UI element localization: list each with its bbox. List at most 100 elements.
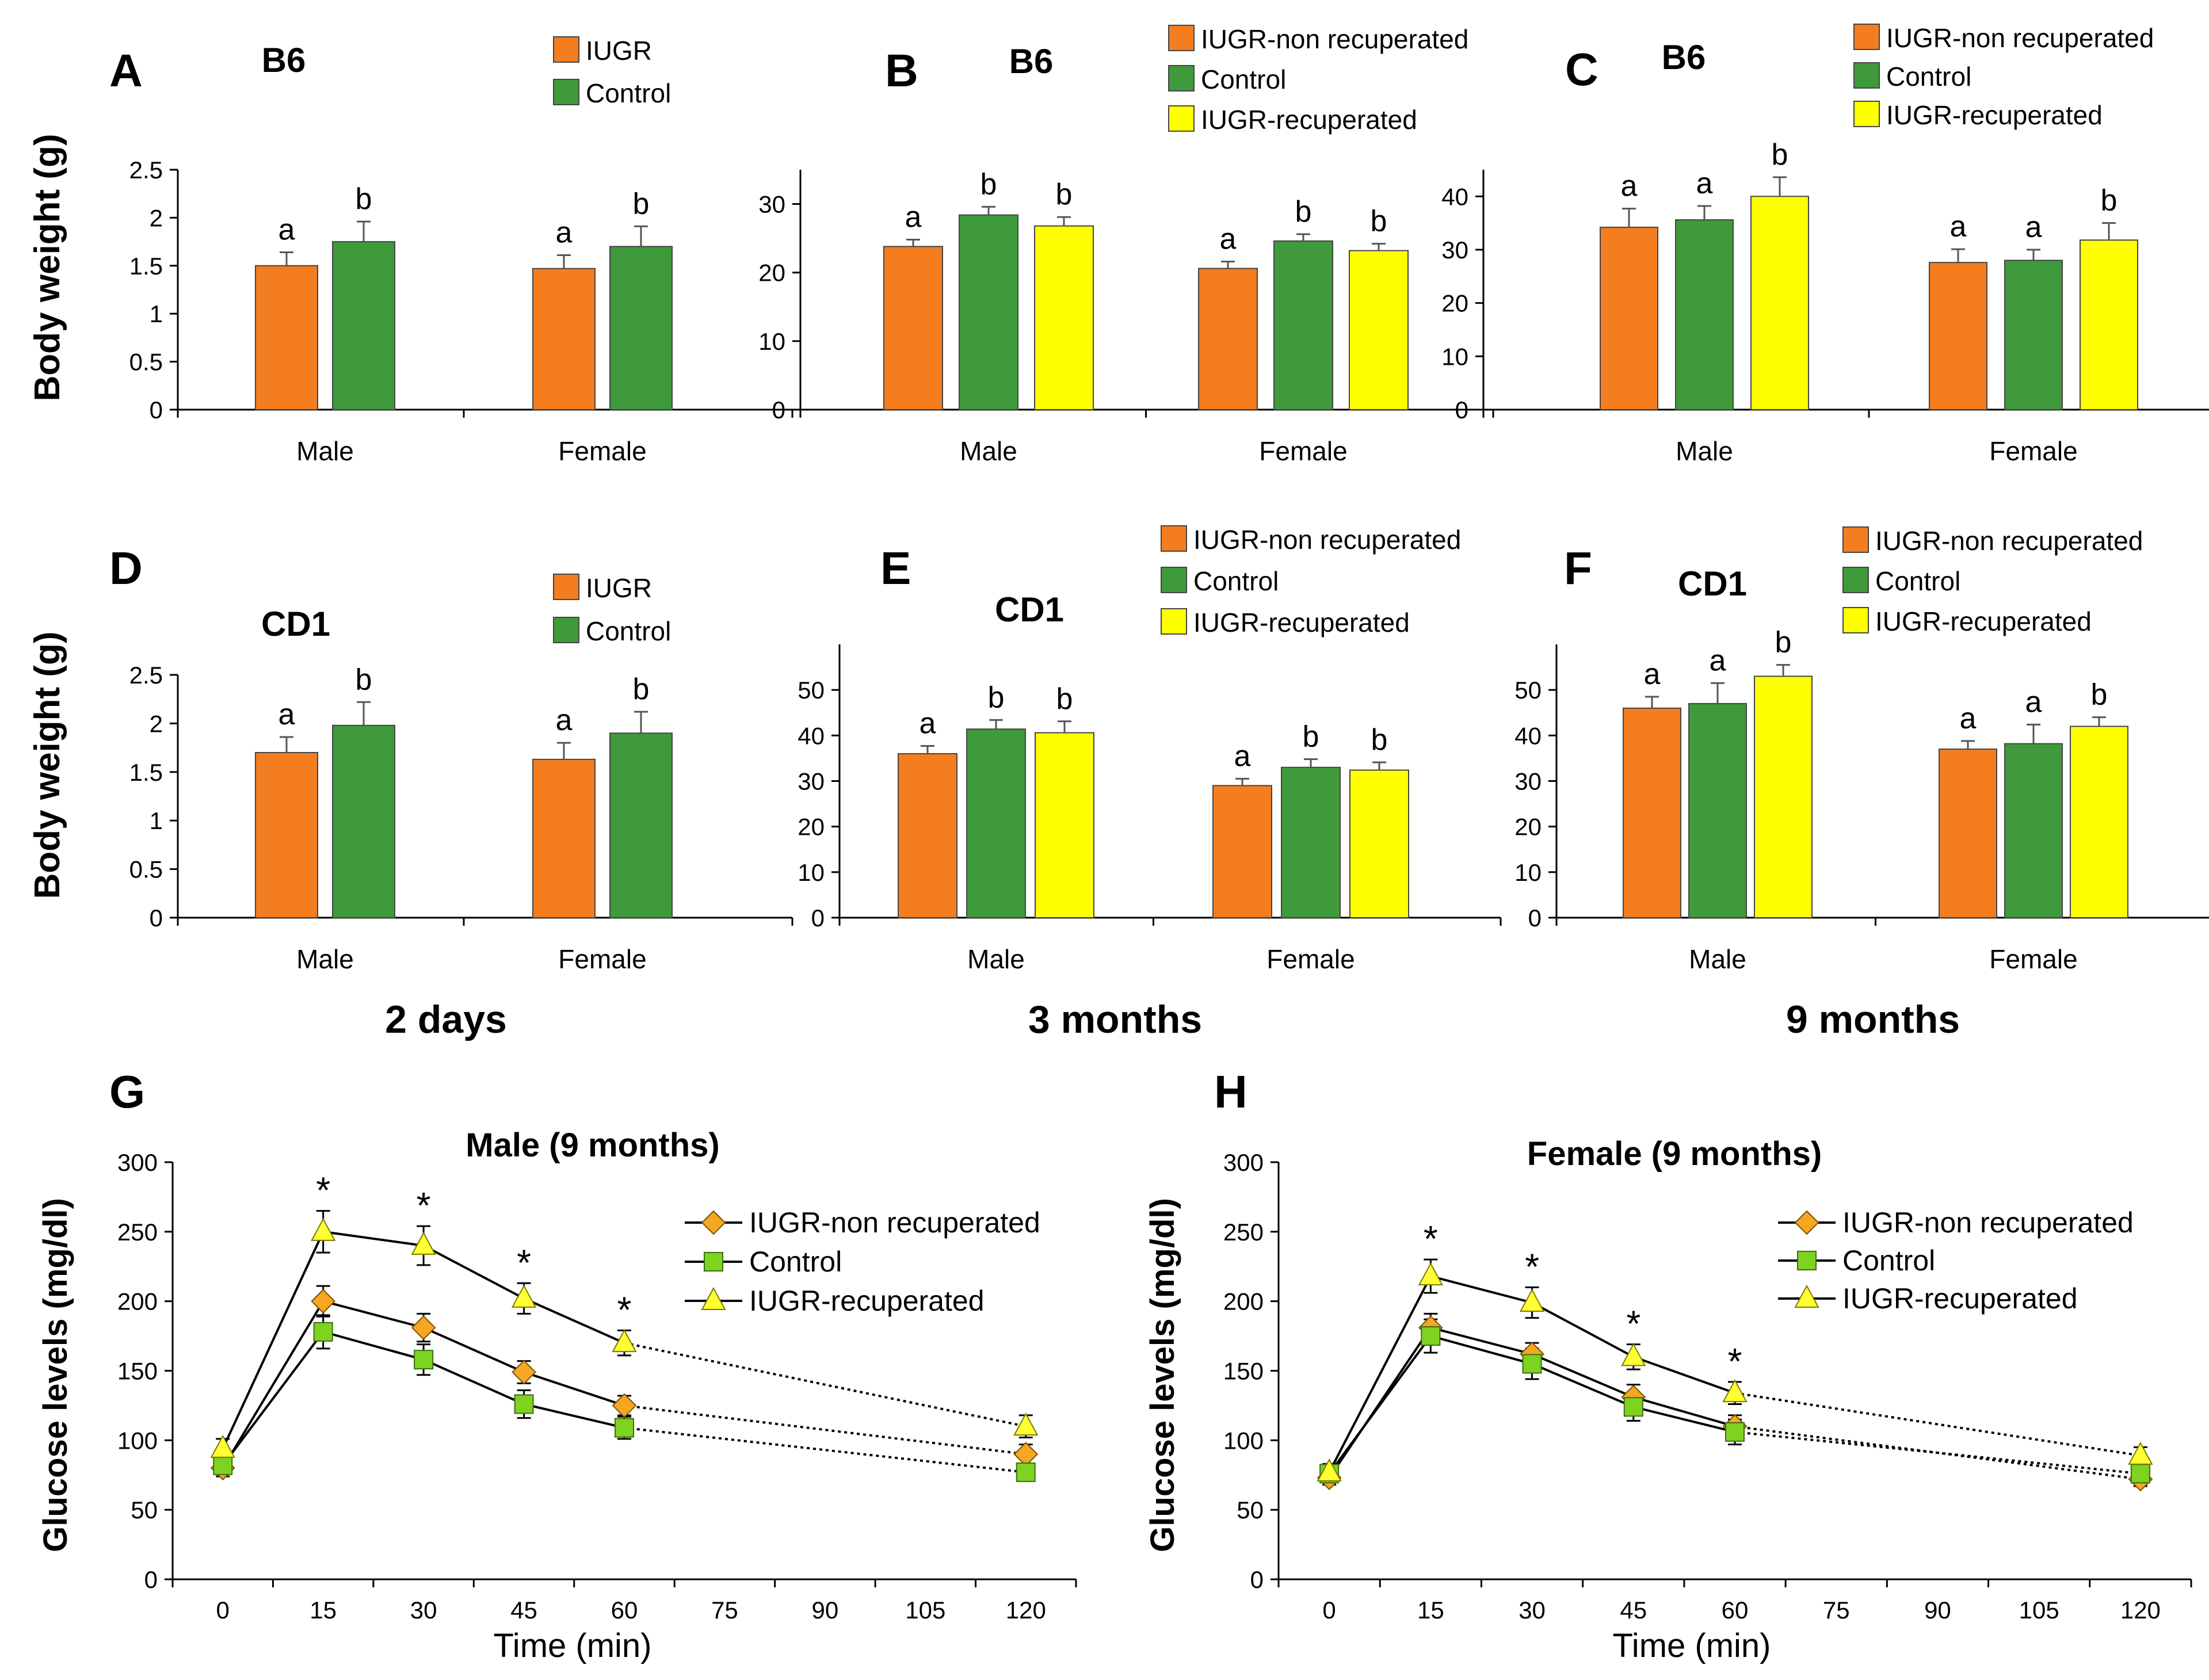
marker-control	[514, 1394, 534, 1414]
category-label-male: Male	[967, 944, 1025, 974]
marker-control	[1421, 1326, 1441, 1346]
legend-swatch-control	[553, 79, 579, 105]
x-tick-label: 120	[2120, 1597, 2161, 1624]
legend-label-control: Control	[749, 1246, 842, 1278]
y-tick-label: 250	[117, 1219, 158, 1246]
strain-title: CD1	[261, 605, 330, 643]
x-tick-label: 75	[711, 1597, 738, 1624]
y-tick-label: 30	[1514, 768, 1542, 795]
category-label-female: Female	[1259, 436, 1347, 466]
marker-control	[213, 1455, 233, 1475]
y-tick-label: 2	[150, 204, 163, 231]
legend-label-control: Control	[586, 616, 671, 646]
y-tick-label: 10	[798, 859, 825, 886]
x-tick-label: 45	[1620, 1597, 1647, 1624]
panel-letter-E: E	[880, 543, 911, 594]
bar-iugr-female	[532, 758, 596, 918]
significance-letter: b	[1295, 195, 1312, 228]
y-tick-label: 50	[131, 1496, 158, 1524]
bar-iugr-recuperated-female	[1349, 769, 1409, 918]
legend-marker-iugr-non-recuperated	[701, 1210, 726, 1235]
category-label-male: Male	[296, 944, 354, 974]
y-tick-label: 0	[1250, 1566, 1264, 1593]
age-label-3-months: 3 months	[1028, 998, 1202, 1041]
marker-iugr-recuperated	[310, 1217, 336, 1241]
y-tick-label: 200	[1223, 1288, 1264, 1315]
y-tick-label: 50	[798, 677, 825, 704]
bar-iugr-recuperated-male	[1035, 732, 1094, 919]
y-tick-label: 200	[117, 1288, 158, 1315]
bar-control-male	[332, 241, 395, 410]
x-tick-label: 60	[1722, 1597, 1749, 1624]
y-tick-label: 300	[117, 1149, 158, 1176]
category-label-female: Female	[1266, 944, 1355, 974]
legend-label-control: Control	[1842, 1244, 1935, 1277]
bar-iugr-recuperated-female	[2080, 239, 2138, 410]
bar-control-male	[959, 214, 1018, 410]
marker-control	[2130, 1464, 2150, 1484]
significance-letter: a	[905, 201, 922, 234]
significance-star: *	[617, 1289, 632, 1330]
significance-letter: a	[1710, 644, 1726, 677]
panel-E: 0 10 20 30 40 50 Male a b b Female a b b E CD1 IUGR-non …	[798, 525, 1502, 974]
strain-title: CD1	[995, 590, 1064, 629]
legend-label-control: Control	[586, 78, 671, 108]
bar-iugr-recuperated-male	[1034, 225, 1094, 410]
y-tick-label: 100	[1223, 1427, 1264, 1454]
series-line-dotted-iugr-non-recuperated	[624, 1404, 1027, 1456]
significance-letter: b	[980, 167, 997, 201]
bar-control-male	[332, 724, 395, 918]
bar-iugr-recuperated-female	[1349, 250, 1409, 410]
x-tick-label: 60	[611, 1597, 638, 1624]
legend-label-control: Control	[1875, 566, 1960, 596]
legend-label-iugr: IUGR	[586, 573, 652, 603]
age-label-2-days: 2 days	[385, 998, 507, 1041]
panel-letter-A: A	[109, 45, 143, 96]
marker-iugr-recuperated	[1722, 1379, 1748, 1403]
significance-letter: b	[356, 663, 372, 696]
legend-swatch-iugr-recuperated	[1168, 105, 1195, 132]
bar-iugr-non-recuperated-male	[898, 753, 957, 918]
x-tick-label: 90	[1924, 1597, 1951, 1624]
panel-C: 0 10 20 30 40 Male a a b Female a a b C B6 IUGR-non rec…	[1441, 23, 2209, 466]
marker-iugr-recuperated	[2128, 1441, 2153, 1465]
charts-layer: 0 0.5 1 1.5 2 2.5 Male a b Female a b A B6 IUGR Control…	[109, 23, 2209, 1664]
y-tick-label: 300	[1223, 1149, 1264, 1176]
legend-label-iugr-non-recuperated: IUGR-non recuperated	[1886, 23, 2154, 53]
marker-control	[1522, 1354, 1542, 1374]
bar-iugr-male	[255, 752, 318, 919]
marker-iugr-non-recuperated	[411, 1315, 436, 1340]
legend-swatch-control	[1161, 567, 1187, 593]
y-tick-label: 20	[1514, 814, 1542, 841]
bar-control-male	[966, 728, 1026, 918]
legend-label-iugr-non-recuperated: IUGR-non recuperated	[1193, 525, 1461, 555]
y-tick-label: 0.5	[129, 856, 163, 883]
legend-swatch-control	[1842, 567, 1869, 593]
ylabel-body-weight-bottom: Body weight (g)	[28, 632, 67, 899]
x-axis-title: Time (min)	[1613, 1627, 1771, 1664]
legend-label-control: Control	[1886, 62, 1971, 91]
x-tick-label: 90	[812, 1597, 839, 1624]
significance-star: *	[1626, 1303, 1640, 1345]
marker-control	[1725, 1422, 1745, 1442]
marker-iugr-recuperated	[1418, 1262, 1444, 1286]
y-tick-label: 150	[1223, 1358, 1264, 1385]
significance-letter: a	[2025, 211, 2042, 244]
significance-letter: b	[633, 673, 650, 706]
y-tick-label: 2.5	[129, 156, 163, 184]
bar-iugr-non-recuperated-male	[1623, 707, 1681, 919]
legend-swatch-control	[1853, 62, 1880, 89]
y-tick-label: 150	[117, 1358, 158, 1385]
significance-letter: b	[988, 681, 1005, 714]
y-tick-label: 40	[798, 722, 825, 749]
x-axis-title: Time (min)	[494, 1627, 652, 1664]
bar-control-female	[2004, 259, 2063, 410]
panel-letter-C: C	[1565, 44, 1598, 95]
y-tick-label: 30	[758, 191, 785, 218]
legend-marker-iugr-non-recuperated	[1794, 1210, 1819, 1235]
y-tick-label: 30	[1441, 236, 1468, 264]
panel-H: 0 50 100 150 200 250 300 0 15 30 45 60 75 90 105 120 Tim…	[1214, 1066, 2192, 1664]
bar-control-male	[1688, 702, 1747, 918]
marker-iugr-recuperated	[1519, 1288, 1545, 1312]
legend-label-iugr-non-recuperated: IUGR-non recuperated	[1842, 1206, 2134, 1239]
